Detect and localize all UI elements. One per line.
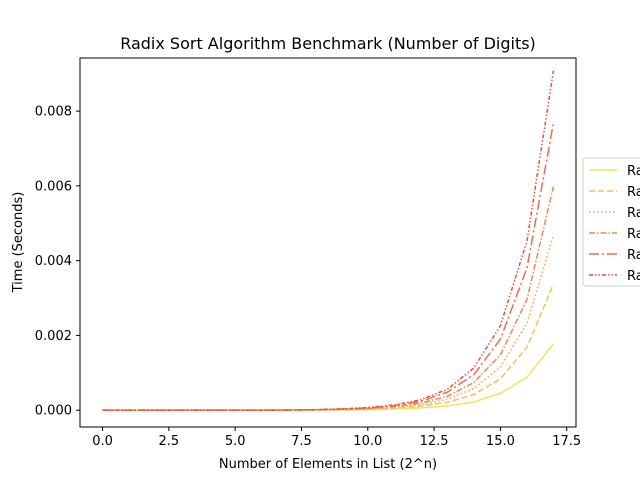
legend-label-2: Ra	[627, 185, 640, 200]
x-tick-label: 2.5	[159, 434, 180, 449]
x-tick-label: 12.5	[420, 434, 449, 449]
legend: Ra Ra Ra Ra Ra Ra	[582, 157, 640, 287]
legend-label-6: Ra	[627, 269, 640, 284]
series-line-6	[102, 70, 555, 411]
x-tick-label: 0.0	[92, 434, 113, 449]
legend-label-4: Ra	[627, 227, 640, 242]
x-tick-label: 15.0	[486, 434, 515, 449]
legend-label-5: Ra	[627, 248, 640, 263]
y-tick-label: 0.006	[35, 179, 72, 194]
y-axis-label: Time (Seconds)	[11, 192, 26, 294]
y-axis: 0.000 0.002 0.004 0.006 0.008	[35, 105, 80, 419]
legend-label-3: Ra	[627, 206, 640, 221]
y-tick-label: 0.000	[35, 404, 72, 419]
legend-label-1: Ra	[627, 164, 640, 179]
y-tick-label: 0.004	[35, 254, 72, 269]
series-line-1	[102, 343, 555, 411]
x-tick-label: 7.5	[291, 434, 312, 449]
series-line-5	[102, 122, 555, 411]
x-tick-label: 10.0	[353, 434, 382, 449]
x-tick-label: 17.5	[552, 434, 581, 449]
series-line-4	[102, 186, 555, 411]
series-line-2	[102, 283, 555, 411]
series-line-3	[102, 234, 555, 411]
chart-title: Radix Sort Algorithm Benchmark (Number o…	[120, 34, 536, 53]
y-tick-label: 0.002	[35, 329, 72, 344]
x-axis-label: Number of Elements in List (2^n)	[219, 457, 437, 472]
y-tick-label: 0.008	[35, 105, 72, 120]
plot-lines	[102, 70, 555, 411]
plot-frame	[79, 57, 577, 428]
x-axis: 0.0 2.5 5.0 7.5 10.0 12.5 15.0 17.5	[92, 427, 581, 449]
x-tick-label: 5.0	[225, 434, 246, 449]
